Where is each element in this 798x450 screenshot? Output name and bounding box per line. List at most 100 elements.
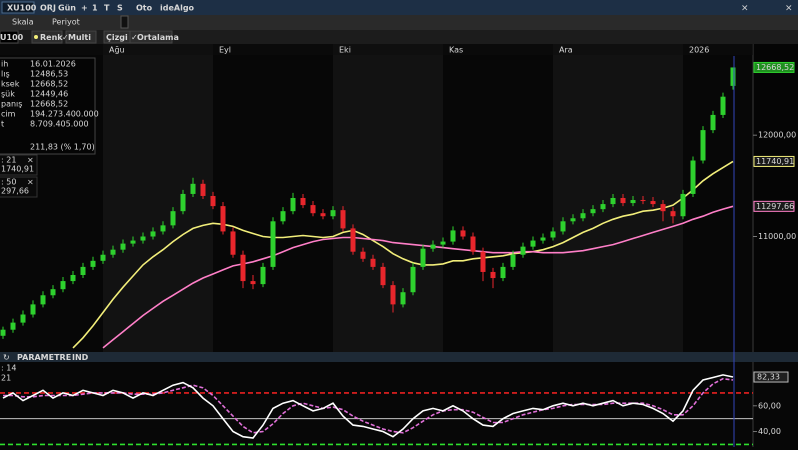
candle-body xyxy=(310,205,316,214)
toolbar-row-2 xyxy=(0,15,798,30)
window-close[interactable]: × xyxy=(741,4,749,14)
info-value: 8.709.405.000 xyxy=(30,120,89,129)
candle-body xyxy=(630,200,636,204)
candle-body xyxy=(640,200,646,202)
candle-body xyxy=(470,236,476,252)
candle-body xyxy=(270,221,276,267)
candle-body xyxy=(450,230,456,242)
toolbar-item[interactable]: Gün xyxy=(58,4,76,13)
last-value-label: 82,33 xyxy=(757,373,780,382)
candle-body xyxy=(330,210,336,217)
info-value: 12668,52 xyxy=(30,80,68,89)
candle-body xyxy=(250,281,256,285)
toolbar-item[interactable]: T xyxy=(104,4,110,13)
candle-body xyxy=(490,271,496,279)
month-band xyxy=(103,44,213,352)
x-tick-label: Eki xyxy=(339,46,351,55)
candle-body xyxy=(210,195,216,207)
candle-body xyxy=(20,314,26,323)
info-label: t xyxy=(1,120,4,129)
candle-body xyxy=(180,193,186,212)
window-close-2[interactable]: × xyxy=(785,4,793,14)
toolbar-button-label[interactable]: Renk xyxy=(40,33,63,42)
lower-header-label[interactable]: IND xyxy=(72,353,89,362)
last-value-label: 12668,52 xyxy=(756,63,794,72)
candle-body xyxy=(480,251,486,272)
toolbar xyxy=(0,0,798,15)
toolbar-item[interactable]: Oto xyxy=(136,4,153,13)
toolbar-row2-item[interactable]: Skala xyxy=(12,18,34,27)
toolbar-button xyxy=(65,30,97,44)
info-value: 12668,52 xyxy=(30,100,68,109)
toolbar-row2-item[interactable]: Periyot xyxy=(52,18,80,27)
toolbar-item[interactable]: ideAlgo xyxy=(160,4,195,13)
candle-body xyxy=(710,114,716,131)
candle-body xyxy=(110,249,116,255)
check-mark: ✓ xyxy=(131,33,138,42)
color-dot xyxy=(34,35,38,39)
x-tick-label: Eyl xyxy=(219,46,231,55)
ui-layer: XU100 ORJ Gün +1 T S Oto ideAlgo Skala Periyot U10… xyxy=(0,1,796,436)
last-value-label: 11740,91 xyxy=(756,157,794,166)
candle-body xyxy=(440,241,446,245)
ma-legend-box xyxy=(0,154,38,176)
x-label-band xyxy=(0,44,753,55)
month-band xyxy=(553,44,683,352)
candle-body xyxy=(90,260,96,267)
candle-body xyxy=(540,237,546,241)
moving-average-line xyxy=(72,160,734,349)
candle-body xyxy=(420,248,426,267)
candle-body xyxy=(200,183,206,196)
candle-body xyxy=(280,211,286,222)
candle-body xyxy=(410,266,416,293)
x-tick-label: Ara xyxy=(559,46,573,55)
candle-body xyxy=(680,193,686,217)
toolbar-button xyxy=(31,30,63,44)
toolbar-button-label[interactable]: Multi xyxy=(68,33,91,42)
candle-body xyxy=(350,228,356,252)
info-value: 194.273.400.000 xyxy=(30,110,99,119)
candle-body xyxy=(580,213,586,219)
candle-body xyxy=(120,243,126,250)
ma-legend-close[interactable]: × xyxy=(27,178,34,187)
last-value-box xyxy=(753,61,795,73)
toolbar-button-label[interactable]: Çizgi xyxy=(106,33,128,42)
ma-legend-value: 297,66 xyxy=(1,187,29,196)
info-value: 16.01.2026 xyxy=(30,60,76,69)
toolbar-item[interactable]: ORJ xyxy=(40,4,56,13)
price-axis-panel xyxy=(753,44,798,352)
candle-body xyxy=(60,281,66,290)
candle-body xyxy=(80,266,86,275)
candle-body xyxy=(0,329,6,336)
candle-body xyxy=(500,266,506,279)
y-tick-label: 11000,00 xyxy=(758,232,796,241)
x-tick-label: Kas xyxy=(449,46,463,55)
month-band xyxy=(333,44,443,352)
toolbar-item[interactable]: S xyxy=(117,4,123,13)
ma-legend-value: 1740,91 xyxy=(1,165,34,174)
lower-header-label[interactable]: PARAMETRE xyxy=(17,353,71,362)
candle-body xyxy=(430,244,436,249)
candle-body xyxy=(700,130,706,161)
toolbar-item[interactable]: XU100 xyxy=(7,4,37,13)
ma-legend-close[interactable]: × xyxy=(27,156,34,165)
candle-body xyxy=(340,210,346,229)
last-value-box xyxy=(753,155,795,167)
toolbar-item[interactable]: 1 xyxy=(92,4,98,13)
y-tick-label: 12000,00 xyxy=(758,131,796,140)
info-label: ih xyxy=(1,60,8,69)
toolbar-button-label[interactable]: U100 xyxy=(0,33,24,42)
candle-body xyxy=(290,198,296,212)
toolbar-item[interactable]: + xyxy=(81,4,88,13)
toolbar-button xyxy=(129,30,173,44)
lower-header-bar xyxy=(0,352,798,362)
y-tick-label: 40,00 xyxy=(758,427,781,436)
candle-body xyxy=(550,231,556,238)
candle-body xyxy=(140,236,146,241)
toolbar-button-label[interactable]: Ortalama xyxy=(137,33,179,42)
candle-body xyxy=(30,304,36,315)
y-tick-label: 60,00 xyxy=(758,401,781,410)
candle-body xyxy=(220,206,226,232)
